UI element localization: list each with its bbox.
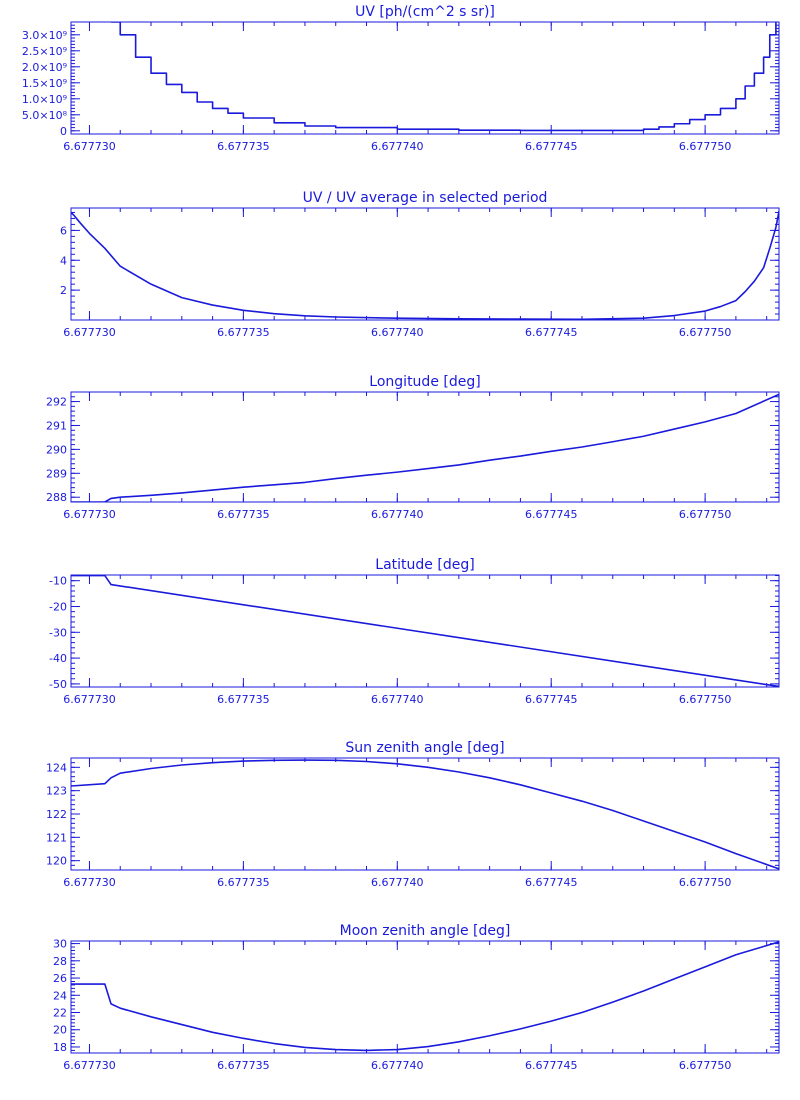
y-tick-label: 4 <box>60 254 67 267</box>
y-tick-label: -50 <box>49 678 67 691</box>
chart-panel-5: Sun zenith angle [deg] 6.677730 6.677735 6.… <box>46 740 780 889</box>
y-tick-label: 18 <box>53 1041 67 1054</box>
y-tick-label: 6 <box>60 224 67 237</box>
y-tick-label: -10 <box>49 575 67 588</box>
y-tick-label: 24 <box>53 989 67 1002</box>
chart-title: Latitude [deg] <box>375 557 474 573</box>
y-tick-label: -30 <box>49 626 67 639</box>
x-tick-label: 6.677735 <box>217 693 270 706</box>
x-tick-label: 6.677740 <box>371 1059 424 1072</box>
x-tick-label: 6.677740 <box>371 326 424 339</box>
x-tick-label: 6.677730 <box>63 1059 116 1072</box>
x-tick-label: 6.677740 <box>371 508 424 521</box>
plot-frame <box>70 574 780 688</box>
chart-title: Sun zenith angle [deg] <box>345 740 504 756</box>
y-tick-label: 292 <box>46 396 67 409</box>
chart-title: UV [ph/(cm^2 s sr)] <box>355 4 495 20</box>
y-tick-label: 122 <box>46 808 67 821</box>
x-tick-label: 6.677750 <box>679 693 732 706</box>
plot-frame <box>70 391 780 503</box>
x-tick-label: 6.677735 <box>217 508 270 521</box>
y-tick-label: 121 <box>46 831 67 844</box>
y-tick-label: 28 <box>53 955 67 968</box>
x-tick-label: 6.677740 <box>371 140 424 153</box>
y-tick-label: 288 <box>46 491 67 504</box>
chart-panel-6: Moon zenith angle [deg] 6.677730 6.677735 6… <box>53 923 780 1072</box>
x-tick-label: 6.677745 <box>525 140 578 153</box>
series-line-1 <box>111 22 777 132</box>
series-line-1 <box>71 759 779 870</box>
y-tick-label: 124 <box>46 761 67 774</box>
plot-frame <box>70 21 780 135</box>
x-tick-label: 6.677735 <box>217 326 270 339</box>
y-tick-label: -40 <box>49 652 67 665</box>
x-tick-label: 6.677750 <box>679 326 732 339</box>
x-tick-label: 6.677750 <box>679 140 732 153</box>
plot-frame <box>70 757 780 871</box>
y-tick-label: 120 <box>46 855 67 868</box>
y-tick-label: 30 <box>53 938 67 951</box>
y-tick-label: 1.0×10⁹ <box>22 93 67 106</box>
x-tick-label: 6.677730 <box>63 876 116 889</box>
x-tick-label: 6.677735 <box>217 876 270 889</box>
x-tick-label: 6.677730 <box>63 140 116 153</box>
chart-title: Moon zenith angle [deg] <box>340 923 511 939</box>
x-tick-label: 6.677730 <box>63 693 116 706</box>
y-tick-label: 20 <box>53 1024 67 1037</box>
y-tick-label: 0 <box>60 125 67 138</box>
x-tick-label: 6.677745 <box>525 876 578 889</box>
chart-title: UV / UV average in selected period <box>303 190 548 206</box>
x-tick-label: 6.677745 <box>525 326 578 339</box>
y-tick-label: 2 <box>60 284 67 297</box>
plot-frame <box>70 940 780 1054</box>
y-tick-label: 290 <box>46 443 67 456</box>
y-tick-label: 22 <box>53 1007 67 1020</box>
y-tick-label: 291 <box>46 419 67 432</box>
series-line-1 <box>71 393 779 502</box>
x-tick-label: 6.677735 <box>217 1059 270 1072</box>
series-line-1 <box>71 575 779 687</box>
y-tick-label: 123 <box>46 785 67 798</box>
y-tick-label: 3.0×10⁹ <box>22 29 67 42</box>
chart-panel-1: UV [ph/(cm^2 s sr)] 6.677730 6.677735 6.677… <box>22 4 780 153</box>
chart-panel-3: Longitude [deg] 6.677730 6.677735 6.677740 6… <box>46 374 780 521</box>
x-tick-label: 6.677730 <box>63 326 116 339</box>
series-line-1 <box>71 941 779 1052</box>
x-tick-label: 6.677750 <box>679 1059 732 1072</box>
x-tick-label: 6.677735 <box>217 140 270 153</box>
chart-title: Longitude [deg] <box>369 374 480 390</box>
x-tick-label: 6.677750 <box>679 508 732 521</box>
x-tick-label: 6.677740 <box>371 876 424 889</box>
plot-frame <box>70 207 780 321</box>
x-tick-label: 6.677745 <box>525 508 578 521</box>
x-tick-label: 6.677740 <box>371 693 424 706</box>
y-tick-label: 289 <box>46 467 67 480</box>
y-tick-label: 26 <box>53 972 67 985</box>
x-tick-label: 6.677745 <box>525 1059 578 1072</box>
series-line-1 <box>71 210 779 320</box>
x-tick-label: 6.677750 <box>679 876 732 889</box>
x-tick-label: 6.677745 <box>525 693 578 706</box>
y-tick-label: 5.0×10⁸ <box>22 109 68 122</box>
y-tick-label: -20 <box>49 600 67 613</box>
chart-panel-2: UV / UV average in selected period 6.6777… <box>60 190 780 339</box>
y-tick-label: 2.5×10⁹ <box>22 45 67 58</box>
chart-panel-4: Latitude [deg] 6.677730 6.677735 6.677740 6.… <box>49 557 780 706</box>
y-tick-label: 1.5×10⁹ <box>22 77 67 90</box>
y-tick-label: 2.0×10⁹ <box>22 61 67 74</box>
x-tick-label: 6.677730 <box>63 508 116 521</box>
